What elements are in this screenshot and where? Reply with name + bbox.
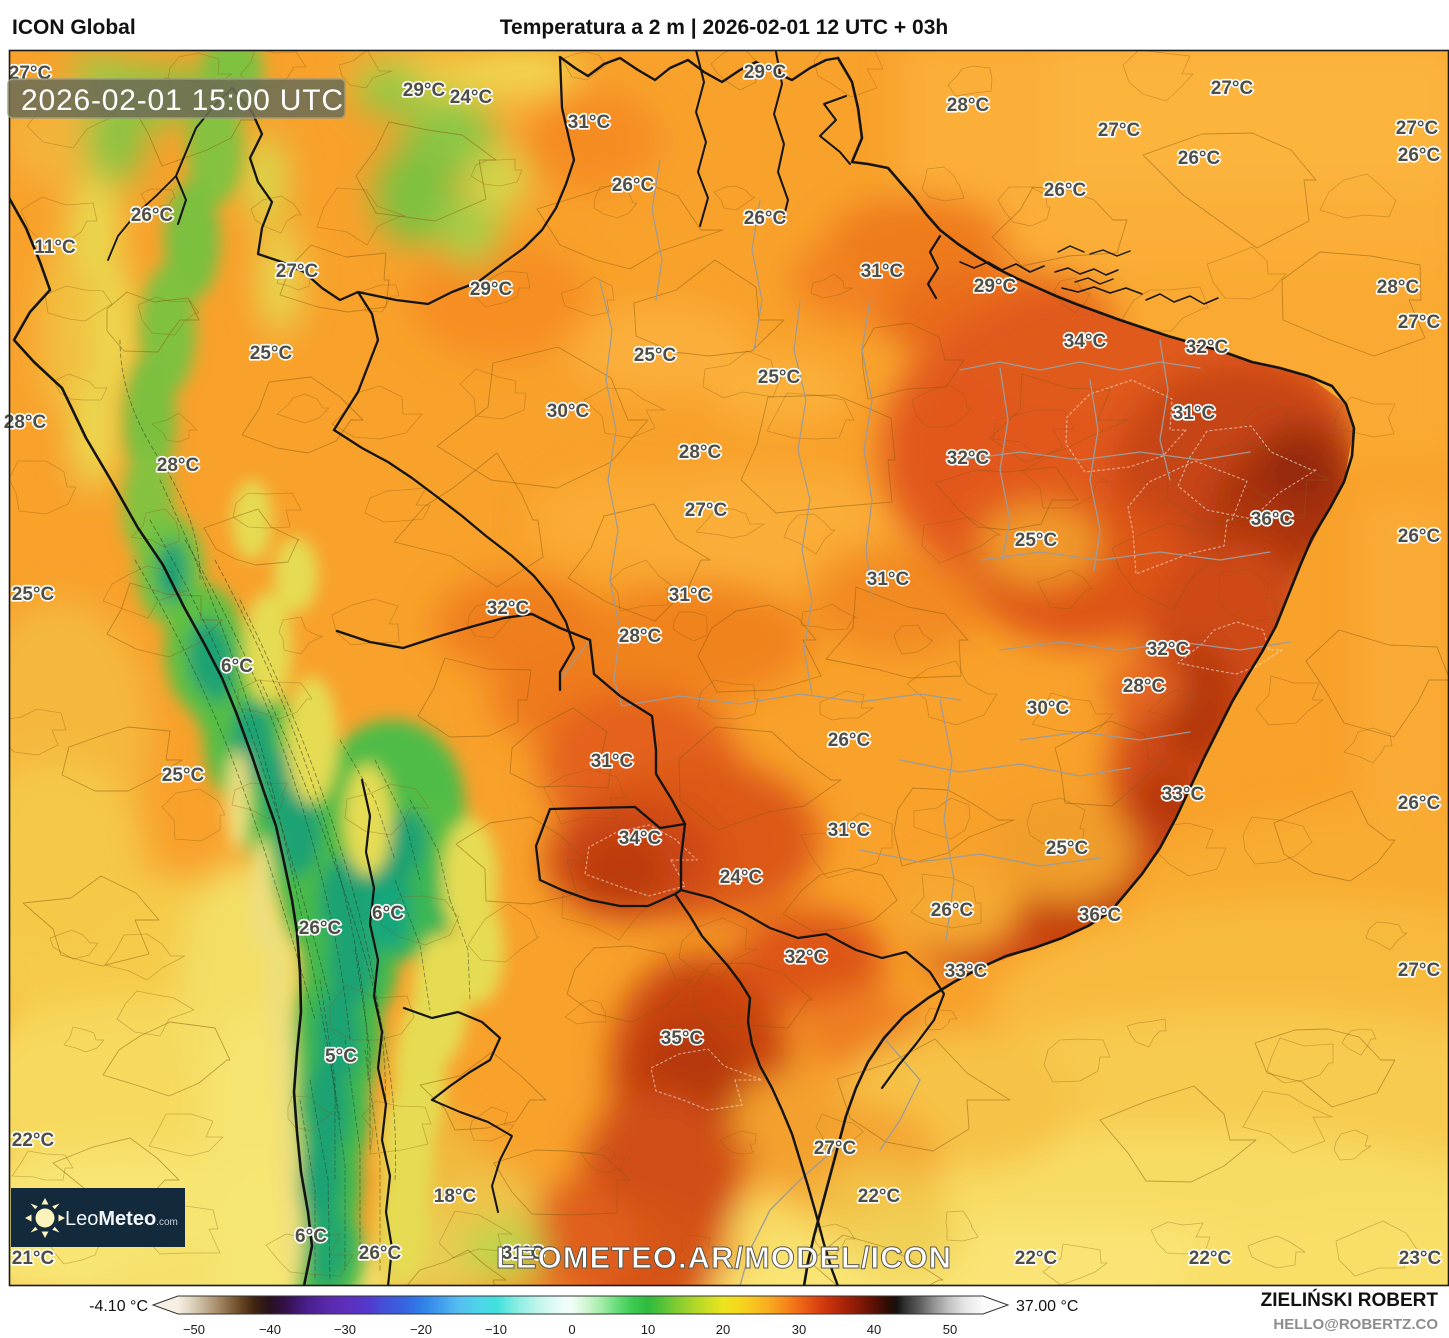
- svg-text:32°C: 32°C: [1147, 639, 1190, 660]
- svg-text:6°C: 6°C: [372, 903, 404, 924]
- svg-text:26°C: 26°C: [131, 205, 174, 226]
- svg-text:26°C: 26°C: [931, 900, 974, 921]
- svg-text:22°C: 22°C: [1015, 1248, 1058, 1269]
- svg-text:29°C: 29°C: [744, 62, 787, 83]
- svg-text:6°C: 6°C: [295, 1226, 327, 1247]
- svg-text:26°C: 26°C: [1044, 180, 1087, 201]
- svg-text:33°C: 33°C: [945, 961, 988, 982]
- svg-text:32°C: 32°C: [487, 598, 530, 619]
- svg-text:24°C: 24°C: [450, 87, 493, 108]
- svg-text:20: 20: [716, 1322, 730, 1337]
- svg-text:30: 30: [792, 1322, 806, 1337]
- svg-text:30°C: 30°C: [1027, 698, 1070, 719]
- svg-text:34°C: 34°C: [619, 828, 662, 849]
- svg-text:28°C: 28°C: [619, 626, 662, 647]
- svg-text:31°C: 31°C: [867, 569, 910, 590]
- svg-text:35°C: 35°C: [661, 1028, 704, 1049]
- svg-text:−10: −10: [485, 1322, 507, 1337]
- svg-text:40: 40: [867, 1322, 881, 1337]
- svg-text:31°C: 31°C: [1173, 403, 1216, 424]
- svg-text:27°C: 27°C: [814, 1138, 857, 1159]
- svg-text:26°C: 26°C: [299, 918, 342, 939]
- svg-text:10: 10: [641, 1322, 655, 1337]
- svg-text:-4.10 °C: -4.10 °C: [89, 1298, 148, 1315]
- svg-text:29°C: 29°C: [470, 279, 513, 300]
- svg-text:23°C: 23°C: [1399, 1248, 1442, 1269]
- svg-text:25°C: 25°C: [12, 584, 55, 605]
- svg-text:−30: −30: [334, 1322, 356, 1337]
- svg-text:32°C: 32°C: [785, 947, 828, 968]
- svg-text:26°C: 26°C: [359, 1243, 402, 1264]
- svg-text:18°C: 18°C: [434, 1186, 477, 1207]
- svg-text:31°C: 31°C: [861, 261, 904, 282]
- svg-text:26°C: 26°C: [744, 208, 787, 229]
- svg-text:26°C: 26°C: [1398, 793, 1441, 814]
- svg-text:22°C: 22°C: [858, 1186, 901, 1207]
- svg-text:28°C: 28°C: [157, 455, 200, 476]
- svg-text:32°C: 32°C: [947, 448, 990, 469]
- svg-text:−40: −40: [259, 1322, 281, 1337]
- svg-text:27°C: 27°C: [1098, 120, 1141, 141]
- svg-text:6°C: 6°C: [221, 656, 253, 677]
- svg-text:26°C: 26°C: [612, 175, 655, 196]
- svg-text:24°C: 24°C: [720, 867, 763, 888]
- svg-text:27°C: 27°C: [1211, 78, 1254, 99]
- svg-text:25°C: 25°C: [162, 765, 205, 786]
- svg-text:30°C: 30°C: [547, 401, 590, 422]
- svg-text:ICON Global: ICON Global: [12, 16, 136, 39]
- svg-text:22°C: 22°C: [1189, 1248, 1232, 1269]
- svg-text:28°C: 28°C: [1377, 277, 1420, 298]
- svg-text:Temperatura a 2 m | 2026-02-01: Temperatura a 2 m | 2026-02-01 12 UTC + …: [500, 16, 948, 39]
- svg-text:28°C: 28°C: [1123, 676, 1166, 697]
- svg-text:28°C: 28°C: [947, 95, 990, 116]
- svg-text:26°C: 26°C: [828, 730, 871, 751]
- svg-text:31°C: 31°C: [502, 1243, 545, 1264]
- svg-text:29°C: 29°C: [974, 276, 1017, 297]
- svg-text:25°C: 25°C: [1015, 530, 1058, 551]
- svg-text:ZIELIŃSKI ROBERT: ZIELIŃSKI ROBERT: [1261, 1289, 1439, 1311]
- svg-text:22°C: 22°C: [12, 1130, 55, 1151]
- svg-text:HELLO@ROBERTZ.CO: HELLO@ROBERTZ.CO: [1273, 1316, 1438, 1333]
- svg-text:28°C: 28°C: [679, 442, 722, 463]
- svg-text:5°C: 5°C: [325, 1046, 357, 1067]
- svg-text:31°C: 31°C: [568, 112, 611, 133]
- svg-text:27°C: 27°C: [1396, 118, 1439, 139]
- svg-text:26°C: 26°C: [1398, 145, 1441, 166]
- svg-text:33°C: 33°C: [1162, 784, 1205, 805]
- svg-text:26°C: 26°C: [1178, 148, 1221, 169]
- svg-text:31°C: 31°C: [669, 585, 712, 606]
- svg-text:34°C: 34°C: [1064, 331, 1107, 352]
- svg-text:26°C: 26°C: [1398, 526, 1441, 547]
- svg-text:27°C: 27°C: [1398, 312, 1441, 333]
- svg-text:36°C: 36°C: [1079, 905, 1122, 926]
- svg-text:27°C: 27°C: [685, 500, 728, 521]
- svg-text:37.00 °C: 37.00 °C: [1016, 1298, 1078, 1315]
- svg-text:25°C: 25°C: [1046, 838, 1089, 859]
- svg-text:2026-02-01 15:00 UTC: 2026-02-01 15:00 UTC: [21, 84, 344, 117]
- svg-text:50: 50: [943, 1322, 957, 1337]
- svg-text:LeoMeteo.com: LeoMeteo.com: [65, 1208, 178, 1230]
- svg-text:32°C: 32°C: [1186, 337, 1229, 358]
- svg-text:−50: −50: [183, 1322, 205, 1337]
- svg-text:−20: −20: [410, 1322, 432, 1337]
- svg-text:0: 0: [568, 1322, 575, 1337]
- svg-text:11°C: 11°C: [34, 237, 76, 258]
- svg-text:21°C: 21°C: [12, 1248, 55, 1269]
- svg-text:27°C: 27°C: [276, 261, 319, 282]
- svg-text:25°C: 25°C: [634, 345, 677, 366]
- svg-text:27°C: 27°C: [1398, 960, 1441, 981]
- svg-text:36°C: 36°C: [1251, 509, 1294, 530]
- svg-text:25°C: 25°C: [758, 367, 801, 388]
- svg-text:25°C: 25°C: [250, 343, 293, 364]
- svg-text:29°C: 29°C: [403, 80, 446, 101]
- svg-text:31°C: 31°C: [591, 751, 634, 772]
- svg-text:31°C: 31°C: [828, 820, 871, 841]
- svg-text:LEOMETEO.AR/MODEL/ICON: LEOMETEO.AR/MODEL/ICON: [496, 1240, 952, 1275]
